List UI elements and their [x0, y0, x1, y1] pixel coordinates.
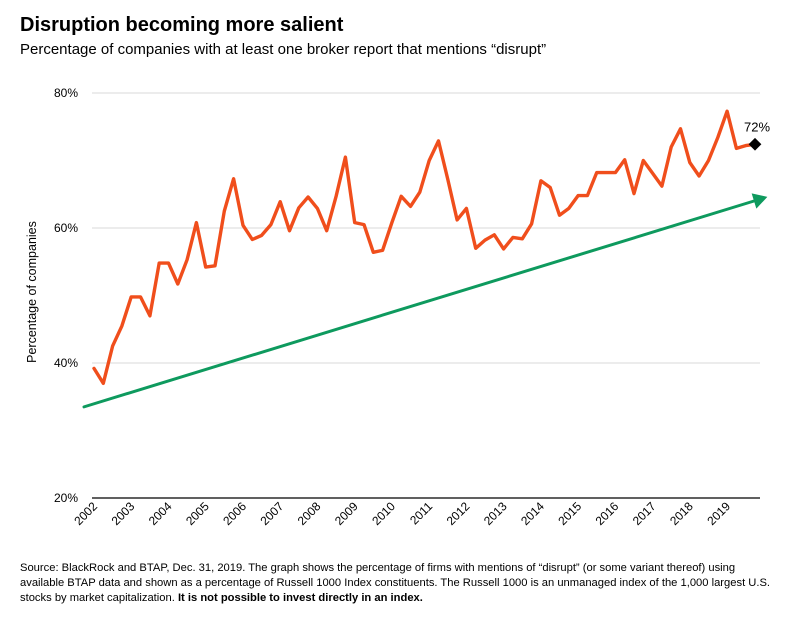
- y-tick-label: 20%: [54, 491, 78, 505]
- x-tick-label: 2008: [295, 499, 324, 528]
- x-tick-label: 2005: [183, 499, 212, 528]
- y-axis-title: Percentage of companies: [25, 221, 39, 363]
- source-note: Source: BlackRock and BTAP, Dec. 31, 201…: [20, 561, 780, 605]
- trend-arrowhead: [751, 193, 768, 209]
- x-tick-label: 2018: [667, 499, 696, 528]
- x-tick-label: 2011: [407, 499, 435, 527]
- x-tick-label: 2009: [332, 499, 361, 528]
- x-tick-label: 2017: [630, 499, 659, 528]
- x-tick-label: 2016: [593, 499, 622, 528]
- source-text: Source: BlackRock and BTAP, Dec. 31, 201…: [20, 562, 771, 604]
- y-tick-label: 40%: [54, 356, 78, 370]
- source-disclaimer: It is not possible to invest directly in…: [177, 591, 423, 604]
- end-point-marker: [748, 137, 762, 151]
- x-tick-label: 2019: [704, 499, 733, 528]
- trend-line: [82, 199, 756, 409]
- x-tick-label: 2003: [109, 499, 138, 528]
- x-tick-label: 2010: [369, 499, 398, 528]
- x-tick-label: 2013: [481, 499, 510, 528]
- x-tick-label: 2012: [444, 499, 473, 528]
- series-line: [92, 109, 757, 385]
- y-tick-label: 80%: [54, 86, 78, 100]
- x-tick-label: 2006: [220, 499, 249, 528]
- x-tick-label: 2004: [146, 499, 175, 528]
- y-tick-label: 60%: [54, 221, 78, 235]
- x-tick-label: 2014: [518, 499, 547, 528]
- chart-subtitle: Percentage of companies with at least on…: [20, 41, 547, 58]
- chart-title: Disruption becoming more salient: [20, 14, 344, 36]
- line-chart: 20%40%60%80%2002 2003 2004 2005 2006 2007 2008…: [25, 86, 770, 528]
- x-tick-label: 2007: [258, 499, 287, 528]
- end-point-label: 72%: [744, 119, 770, 134]
- x-tick-label: 2015: [555, 499, 584, 528]
